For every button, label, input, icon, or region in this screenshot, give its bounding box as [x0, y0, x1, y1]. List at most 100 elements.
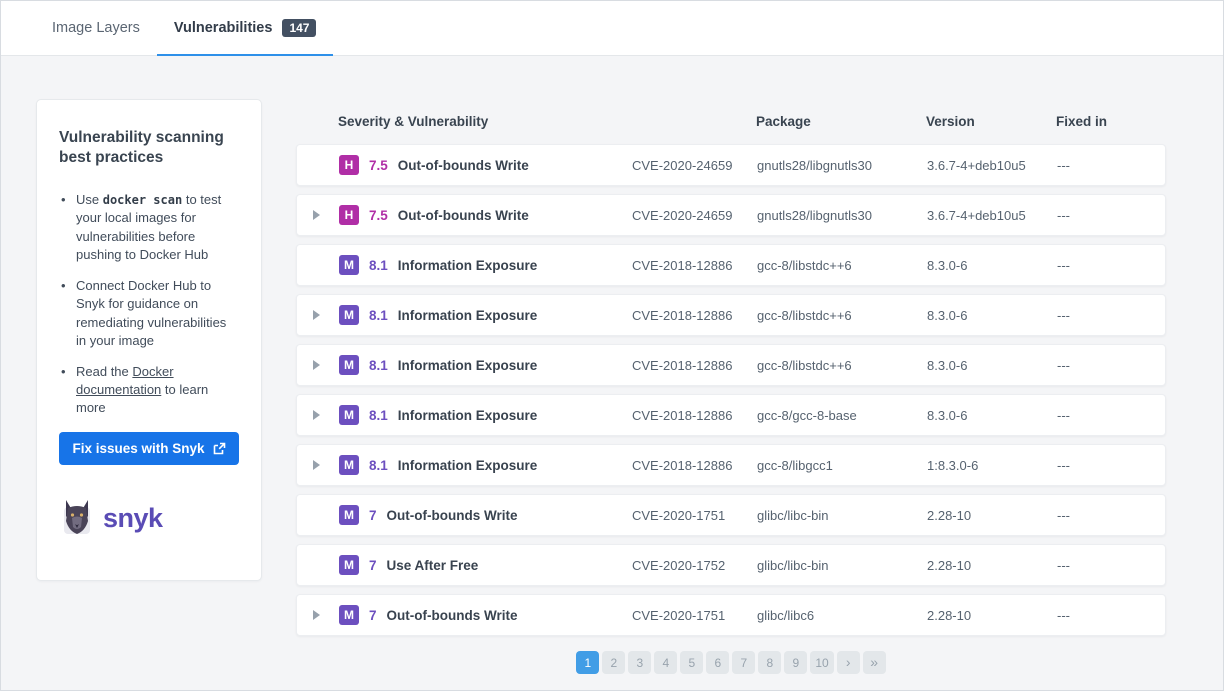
- cvss-score: 7: [369, 508, 377, 523]
- package-name: gcc-8/libstdc++6: [757, 358, 927, 373]
- vulnerability-row[interactable]: M8.1Information ExposureCVE-2018-12886gc…: [296, 444, 1166, 486]
- package-version: 3.6.7-4+deb10u5: [927, 158, 1057, 173]
- package-version: 2.28-10: [927, 508, 1057, 523]
- package-version: 8.3.0-6: [927, 358, 1057, 373]
- cve-id: CVE-2018-12886: [632, 258, 757, 273]
- table-header: Severity & Vulnerability Package Version…: [296, 109, 1166, 133]
- cvss-score: 8.1: [369, 258, 388, 273]
- tab-bar: Image Layers Vulnerabilities 147: [1, 1, 1223, 56]
- page-button-5[interactable]: 5: [680, 651, 703, 674]
- vulnerability-row[interactable]: M8.1Information ExposureCVE-2018-12886gc…: [296, 294, 1166, 336]
- tab-vulnerabilities[interactable]: Vulnerabilities 147: [157, 1, 334, 55]
- cve-id: CVE-2018-12886: [632, 308, 757, 323]
- vulnerability-name: Information Exposure: [398, 308, 538, 323]
- last-page-button[interactable]: »: [863, 651, 886, 674]
- bullet-connect-snyk: Connect Docker Hub to Snyk for guidance …: [59, 277, 239, 351]
- page-button-4[interactable]: 4: [654, 651, 677, 674]
- cve-id: CVE-2020-1751: [632, 508, 757, 523]
- best-practices-list: Use docker scan to test your local image…: [59, 191, 239, 418]
- snyk-dog-icon: [59, 498, 95, 538]
- tab-image-layers-label: Image Layers: [52, 20, 140, 36]
- page-button-8[interactable]: 8: [758, 651, 781, 674]
- severity-cell: M 8.1 Information Exposure: [339, 255, 632, 275]
- cve-id: CVE-2020-1752: [632, 558, 757, 573]
- cvss-score: 7.5: [369, 208, 388, 223]
- severity-cell: M 8.1 Information Exposure: [339, 405, 632, 425]
- cve-id: CVE-2020-24659: [632, 158, 757, 173]
- severity-badge: M: [339, 555, 359, 575]
- expand-arrow-icon[interactable]: [313, 310, 320, 320]
- expand-arrow-icon[interactable]: [313, 410, 320, 420]
- package-version: 2.28-10: [927, 558, 1057, 573]
- vulnerability-row[interactable]: M8.1Information ExposureCVE-2018-12886gc…: [296, 244, 1166, 286]
- vulnerability-row[interactable]: M8.1Information ExposureCVE-2018-12886gc…: [296, 344, 1166, 386]
- page-button-1[interactable]: 1: [576, 651, 599, 674]
- cvss-score: 8.1: [369, 358, 388, 373]
- vulnerability-name: Out-of-bounds Write: [387, 508, 518, 523]
- vulnerability-name: Use After Free: [387, 558, 479, 573]
- package-version: 1:8.3.0-6: [927, 458, 1057, 473]
- cve-id: CVE-2018-12886: [632, 458, 757, 473]
- package-name: gnutls28/libgnutls30: [757, 158, 927, 173]
- vulnerability-name: Out-of-bounds Write: [398, 158, 529, 173]
- expand-arrow-icon[interactable]: [313, 460, 320, 470]
- vulnerability-row[interactable]: H 7.5 Out-of-bounds Write CVE-2020-24659gnu…: [296, 194, 1166, 236]
- expand-arrow-icon[interactable]: [313, 610, 320, 620]
- vulnerability-row[interactable]: M7Use After FreeCVE-2020-1752glibc/libc-…: [296, 544, 1166, 586]
- next-page-button[interactable]: ›: [837, 651, 860, 674]
- package-version: 8.3.0-6: [927, 308, 1057, 323]
- page-button-3[interactable]: 3: [628, 651, 651, 674]
- package-version: 8.3.0-6: [927, 408, 1057, 423]
- tab-image-layers[interactable]: Image Layers: [35, 1, 157, 55]
- severity-cell: M7 Out-of-bounds Write: [339, 505, 632, 525]
- cvss-score: 8.1: [369, 408, 388, 423]
- cve-id: CVE-2018-12886: [632, 358, 757, 373]
- vulnerability-row[interactable]: M8.1Information ExposureCVE-2018-12886gc…: [296, 394, 1166, 436]
- bullet-read-docs: Read the Docker documentation to learn m…: [59, 363, 239, 418]
- fix-issues-with-snyk-button[interactable]: Fix issues with Snyk: [59, 432, 239, 465]
- vulnerability-name: Out-of-bounds Write: [387, 608, 518, 623]
- cvss-score: 7: [369, 608, 377, 623]
- vulnerability-row[interactable]: M7 Out-of-bounds Write CVE-2020-1751glibc/…: [296, 594, 1166, 636]
- cve-id: CVE-2020-24659: [632, 208, 757, 223]
- severity-badge: M: [339, 505, 359, 525]
- expand-arrow-icon[interactable]: [313, 210, 320, 220]
- vulnerability-row[interactable]: H7.5Out-of-bounds WriteCVE-2020-24659gnu…: [296, 144, 1166, 186]
- page-button-10[interactable]: 10: [810, 651, 833, 674]
- vulnerability-name: Information Exposure: [398, 258, 538, 273]
- severity-badge: H: [339, 155, 359, 175]
- cvss-score: 8.1: [369, 458, 388, 473]
- header-package: Package: [756, 114, 926, 129]
- package-name: gcc-8/gcc-8-base: [757, 408, 927, 423]
- vulnerability-row[interactable]: M7Out-of-bounds WriteCVE-2020-1751glibc/…: [296, 494, 1166, 536]
- severity-cell: H 7.5 Out-of-bounds Write: [339, 205, 632, 225]
- header-version: Version: [926, 114, 1056, 129]
- package-name: gcc-8/libstdc++6: [757, 308, 927, 323]
- page-button-2[interactable]: 2: [602, 651, 625, 674]
- vulnerability-name: Information Exposure: [398, 458, 538, 473]
- vulnerability-name: Out-of-bounds Write: [398, 208, 529, 223]
- severity-badge: M: [339, 405, 359, 425]
- expand-arrow-icon[interactable]: [313, 360, 320, 370]
- page-button-7[interactable]: 7: [732, 651, 755, 674]
- package-name: gnutls28/libgnutls30: [757, 208, 927, 223]
- severity-badge: H: [339, 205, 359, 225]
- severity-badge: M: [339, 255, 359, 275]
- package-version: 2.28-10: [927, 608, 1057, 623]
- page-button-9[interactable]: 9: [784, 651, 807, 674]
- vulnerability-name: Information Exposure: [398, 408, 538, 423]
- severity-badge: M: [339, 605, 359, 625]
- fixed-in-value: ---: [1057, 558, 1165, 573]
- severity-cell: M 8.1 Information Exposure: [339, 455, 632, 475]
- vulnerability-table: Severity & Vulnerability Package Version…: [296, 109, 1166, 674]
- package-name: glibc/libc6: [757, 608, 927, 623]
- tab-vulnerabilities-label: Vulnerabilities: [174, 20, 273, 36]
- severity-cell: M8.1Information Exposure: [339, 305, 632, 325]
- fixed-in-value: ---: [1057, 358, 1165, 373]
- page-button-6[interactable]: 6: [706, 651, 729, 674]
- cve-id: CVE-2020-1751: [632, 608, 757, 623]
- severity-badge: M: [339, 455, 359, 475]
- external-link-icon: [213, 442, 226, 455]
- vulnerability-name: Information Exposure: [398, 358, 538, 373]
- fixed-in-value: ---: [1057, 458, 1165, 473]
